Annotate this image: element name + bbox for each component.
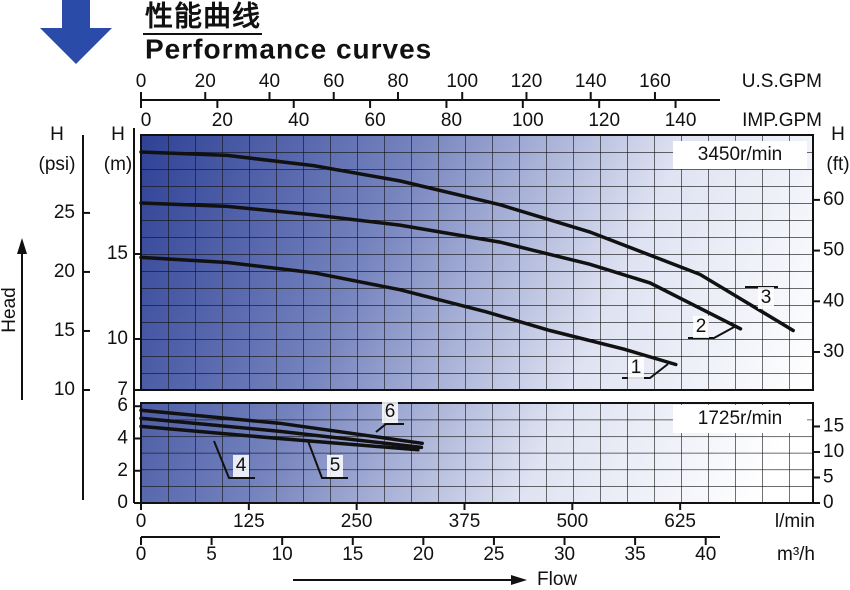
m3h-tick-label: 35 — [625, 544, 646, 565]
imp-gpm-label: IMP.GPM — [742, 110, 822, 131]
y2-tick-label: 0 — [823, 492, 834, 513]
y2-tick-label: 30 — [823, 341, 844, 362]
y2-axis-label: (ft) — [826, 154, 849, 175]
y-axis-title: Head — [0, 287, 20, 332]
imp-gpm-tick-label: 140 — [665, 110, 697, 131]
us-gpm-tick-label: 80 — [387, 71, 408, 92]
y-axis-label: H — [111, 124, 125, 145]
us-gpm-tick-label: 160 — [639, 71, 671, 92]
curve — [139, 150, 795, 333]
upper-panel-grid — [141, 135, 813, 390]
curve-label: 4 — [236, 455, 247, 476]
curve-leader — [213, 440, 255, 479]
y-tick-label: 10 — [107, 328, 128, 349]
upper-panel-frame — [140, 134, 814, 391]
y-tick-label: 2 — [117, 460, 128, 481]
curve-label-bg — [628, 357, 644, 379]
chart-title: 性能曲线 — [145, 0, 261, 31]
y-tick-label: 0 — [117, 492, 128, 513]
speed-box — [673, 405, 807, 433]
m3h-tick-label: 25 — [483, 544, 504, 565]
curve-label: 3 — [761, 287, 772, 308]
curve — [139, 416, 424, 450]
y2-axis-label: H — [831, 124, 845, 145]
us-gpm-tick-label: 40 — [259, 71, 280, 92]
y2-tick-label: 15 — [823, 415, 844, 436]
psi-axis-label: (psi) — [39, 154, 76, 175]
y2-tick-label: 50 — [823, 240, 844, 261]
imp-gpm-tick-label: 40 — [288, 110, 309, 131]
us-gpm-label: U.S.GPM — [742, 71, 822, 92]
curve-label-bg — [382, 401, 398, 423]
us-gpm-tick-label: 60 — [323, 71, 344, 92]
y2-tick-label: 40 — [823, 290, 844, 311]
y2-tick-label: 60 — [823, 189, 844, 210]
us-gpm-tick-label: 120 — [511, 71, 543, 92]
chart-subtitle: Performance curves — [145, 33, 432, 64]
curve — [139, 201, 743, 331]
lmin-tick-label: 125 — [233, 511, 265, 532]
y2-tick-label: 10 — [823, 441, 844, 462]
x-axis-title: Flow — [537, 569, 577, 590]
y2-tick-label: 5 — [823, 467, 834, 488]
y-tick-label: 7 — [117, 379, 128, 400]
psi-tick-label: 20 — [54, 261, 75, 282]
speed-box — [673, 141, 807, 169]
psi-tick-label: 10 — [54, 379, 75, 400]
y-tick-label: 15 — [107, 243, 128, 264]
imp-gpm-tick-label: 20 — [212, 110, 233, 131]
imp-gpm-tick-label: 0 — [141, 110, 152, 131]
curve — [139, 408, 424, 446]
m3h-tick-label: 5 — [206, 544, 217, 565]
psi-axis-label: H — [50, 124, 64, 145]
curve-label: 6 — [385, 401, 396, 422]
curve-label-bg — [758, 287, 774, 309]
curve-label: 1 — [631, 357, 642, 378]
down-arrow-icon — [40, 0, 112, 64]
lower-panel-frame — [140, 402, 814, 504]
y-tick-label: 6 — [117, 395, 128, 416]
speed-label: 3450r/min — [698, 144, 783, 165]
y-axis-label: (m) — [104, 154, 132, 175]
y-tick-label: 4 — [117, 427, 128, 448]
m3h-tick-label: 30 — [554, 544, 575, 565]
us-gpm-tick-label: 100 — [446, 71, 478, 92]
us-gpm-tick-label: 140 — [575, 71, 607, 92]
curve-label-bg — [327, 455, 343, 477]
lmin-label: l/min — [775, 511, 815, 532]
m3h-tick-label: 0 — [136, 544, 147, 565]
curve-leader — [375, 423, 404, 433]
curve-label: 5 — [330, 455, 341, 476]
head-arrow-head — [17, 238, 27, 254]
imp-gpm-tick-label: 100 — [512, 110, 544, 131]
m3h-label: m³/h — [777, 544, 815, 565]
us-gpm-tick-label: 0 — [136, 71, 147, 92]
imp-gpm-tick-label: 120 — [588, 110, 620, 131]
lmin-tick-label: 500 — [556, 511, 588, 532]
speed-label: 1725r/min — [698, 408, 783, 429]
m3h-tick-label: 15 — [342, 544, 363, 565]
us-gpm-tick-label: 20 — [195, 71, 216, 92]
m3h-tick-label: 10 — [272, 544, 293, 565]
curve-leader — [307, 440, 348, 479]
m3h-tick-label: 20 — [413, 544, 434, 565]
lmin-tick-label: 625 — [664, 511, 696, 532]
curve-label: 2 — [696, 316, 707, 337]
m3h-tick-label: 40 — [695, 544, 716, 565]
imp-gpm-tick-label: 80 — [441, 110, 462, 131]
imp-gpm-tick-label: 60 — [365, 110, 386, 131]
lmin-tick-label: 0 — [136, 511, 147, 532]
curve — [139, 255, 678, 367]
lmin-tick-label: 250 — [341, 511, 373, 532]
psi-tick-label: 25 — [54, 202, 75, 223]
curve-label-bg — [233, 455, 249, 477]
psi-tick-label: 15 — [54, 320, 75, 341]
flow-arrow-head — [511, 575, 527, 585]
curve-label-bg — [693, 316, 709, 338]
curve — [139, 424, 420, 452]
lmin-tick-label: 375 — [449, 511, 481, 532]
